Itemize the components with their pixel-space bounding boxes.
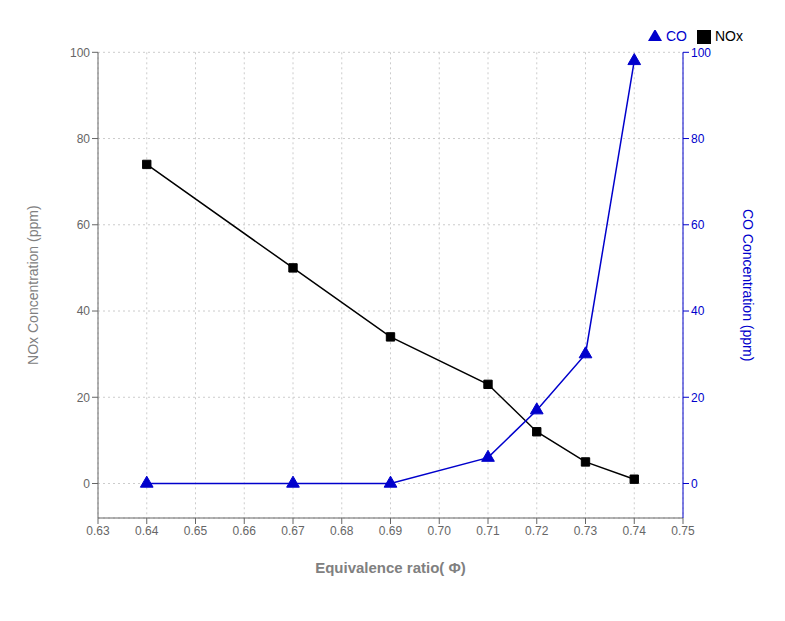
svg-text:0.64: 0.64 xyxy=(135,524,159,538)
svg-text:0: 0 xyxy=(83,477,90,491)
svg-text:20: 20 xyxy=(691,391,705,405)
svg-text:0.70: 0.70 xyxy=(428,524,452,538)
svg-text:NOx Concentration (ppm): NOx Concentration (ppm) xyxy=(25,205,41,365)
svg-text:0.69: 0.69 xyxy=(379,524,403,538)
svg-text:0.65: 0.65 xyxy=(184,524,208,538)
svg-text:0.74: 0.74 xyxy=(623,524,647,538)
svg-text:0.63: 0.63 xyxy=(86,524,110,538)
svg-text:0.67: 0.67 xyxy=(281,524,305,538)
html-text:NOx: NOx xyxy=(715,28,743,44)
svg-text:80: 80 xyxy=(691,132,705,146)
svg-text:40: 40 xyxy=(77,304,91,318)
svg-text:0.75: 0.75 xyxy=(671,524,695,538)
svg-text:0.73: 0.73 xyxy=(574,524,598,538)
svg-text:0.66: 0.66 xyxy=(233,524,257,538)
svg-text:0.72: 0.72 xyxy=(525,524,549,538)
svg-text:40: 40 xyxy=(691,304,705,318)
svg-text:100: 100 xyxy=(691,46,711,60)
svg-text:0.68: 0.68 xyxy=(330,524,354,538)
svg-text:Equivalence ratio( Φ): Equivalence ratio( Φ) xyxy=(315,559,466,576)
svg-text:100: 100 xyxy=(70,46,90,60)
svg-text:0.71: 0.71 xyxy=(476,524,500,538)
svg-text:60: 60 xyxy=(691,218,705,232)
svg-text:20: 20 xyxy=(77,391,91,405)
svg-text:CO Concentration (ppm): CO Concentration (ppm) xyxy=(740,209,756,362)
svg-text:0: 0 xyxy=(691,477,698,491)
svg-text:80: 80 xyxy=(77,132,91,146)
html-text:CO: CO xyxy=(666,28,687,44)
svg-text:60: 60 xyxy=(77,218,91,232)
